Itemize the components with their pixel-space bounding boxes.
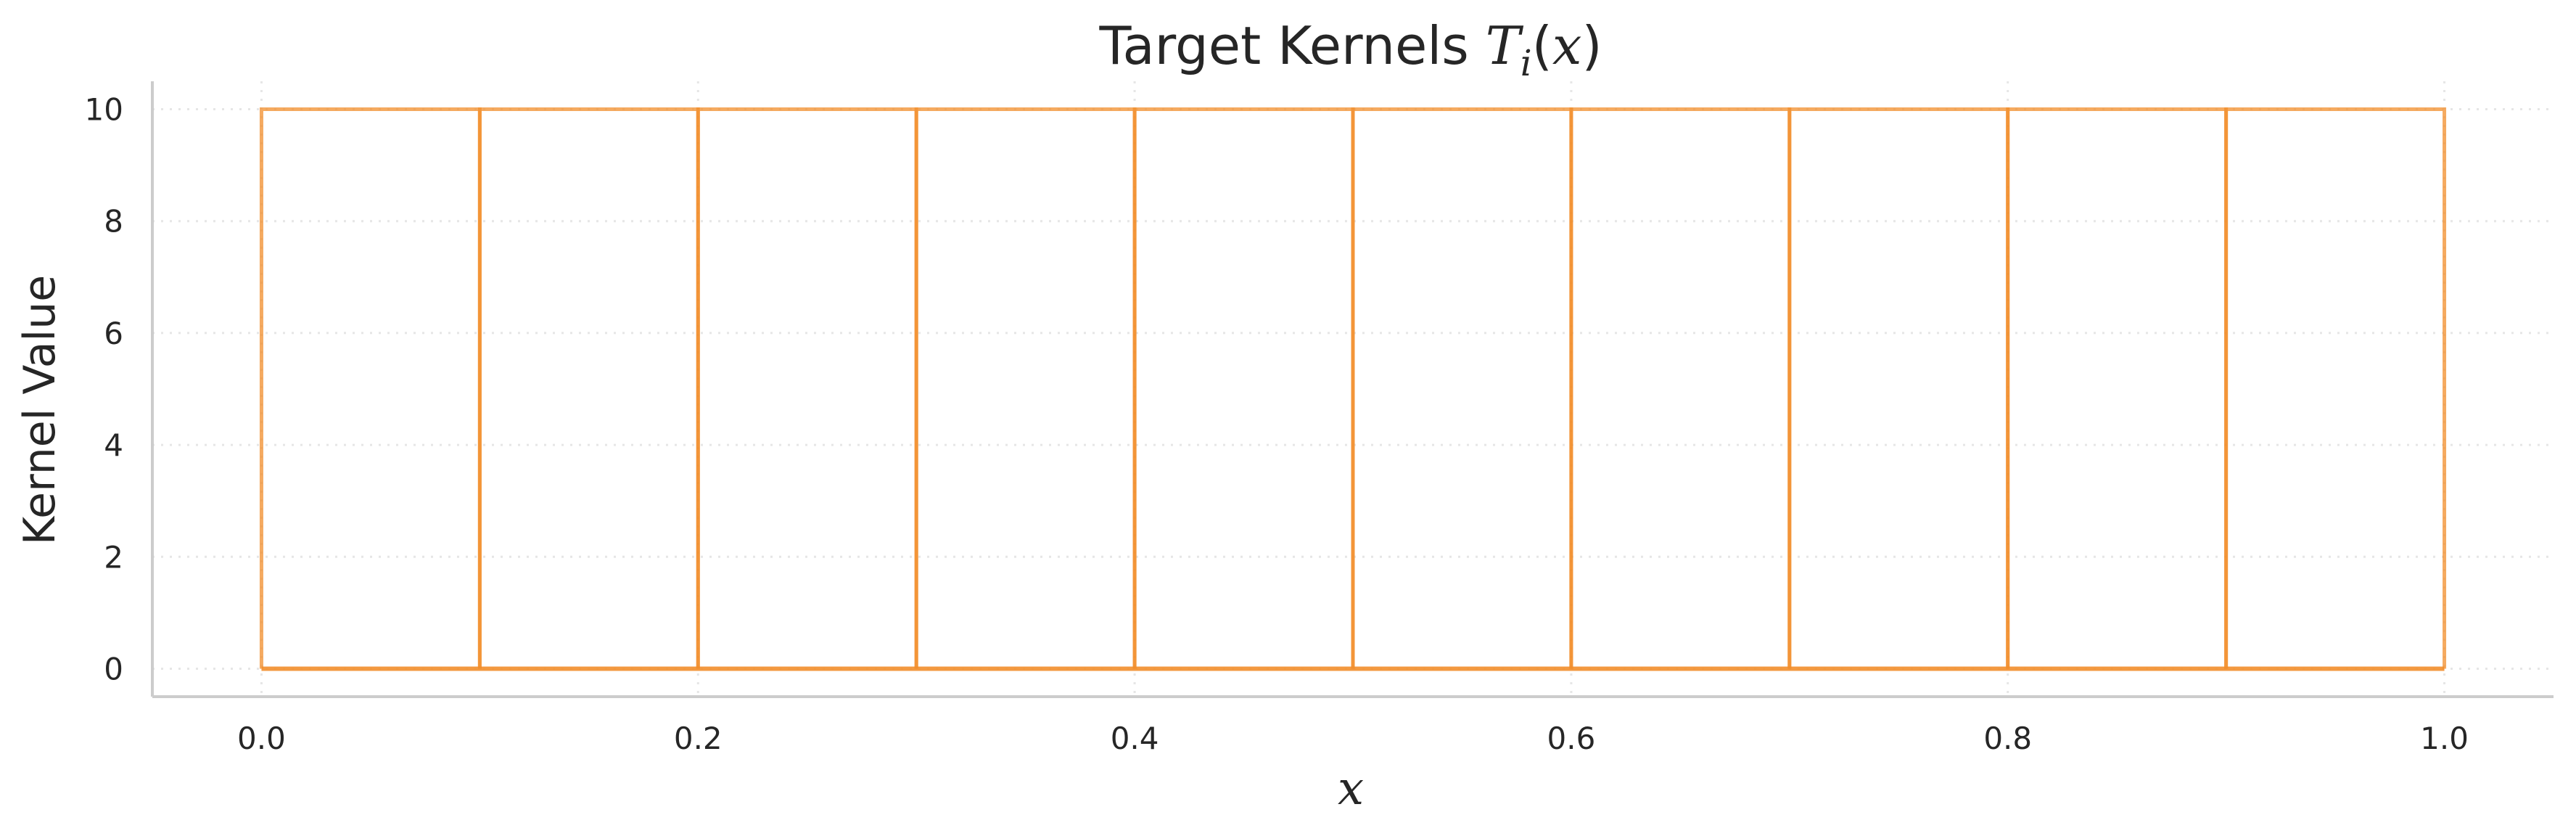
y-tick-label-3: 6 <box>104 316 123 351</box>
chart-title-open-paren: ( <box>1532 15 1552 76</box>
chart-title-argument: x <box>1552 15 1582 76</box>
chart-title-variable: T <box>1486 15 1524 76</box>
kernel-series <box>259 107 2447 671</box>
tick-labels: 0.0 0.2 0.4 0.6 0.8 1.0 0 2 4 6 8 10 <box>85 92 2469 756</box>
kernel-line-8 <box>2006 107 2229 669</box>
kernel-line-5 <box>1351 107 1573 669</box>
x-tick-label-1: 0.2 <box>674 721 723 756</box>
chart-title: Target Kernels Ti(x) <box>1098 15 1602 84</box>
chart-title-subscript: i <box>1521 42 1532 84</box>
y-axis-label: Kernel Value <box>15 275 65 545</box>
axes <box>151 81 2554 698</box>
kernel-line-4 <box>1132 107 1355 669</box>
kernel-line-2 <box>696 107 918 669</box>
kernel-line-0 <box>259 107 482 669</box>
kernel-line-1 <box>477 107 700 669</box>
kernel-line-6 <box>1569 107 1792 669</box>
chart-title-close-paren: ) <box>1581 15 1602 76</box>
kernel-line-7 <box>1787 107 2010 669</box>
x-tick-label-3: 0.6 <box>1547 721 1596 756</box>
x-tick-label-4: 0.8 <box>1983 721 2032 756</box>
x-tick-label-5: 1.0 <box>2420 721 2469 756</box>
y-tick-label-1: 2 <box>104 539 123 575</box>
y-tick-label-4: 8 <box>104 204 123 239</box>
x-axis-label: x <box>1338 762 1364 816</box>
chart-title-prefix: Target Kernels <box>1098 15 1485 76</box>
kernel-line-9 <box>2224 107 2447 669</box>
x-tick-label-0: 0.0 <box>237 721 286 756</box>
y-tick-label-0: 0 <box>104 651 123 687</box>
kernel-line-3 <box>914 107 1137 669</box>
x-tick-label-2: 0.4 <box>1111 721 1159 756</box>
y-tick-label-2: 4 <box>104 427 123 463</box>
y-tick-label-5: 10 <box>85 92 123 128</box>
